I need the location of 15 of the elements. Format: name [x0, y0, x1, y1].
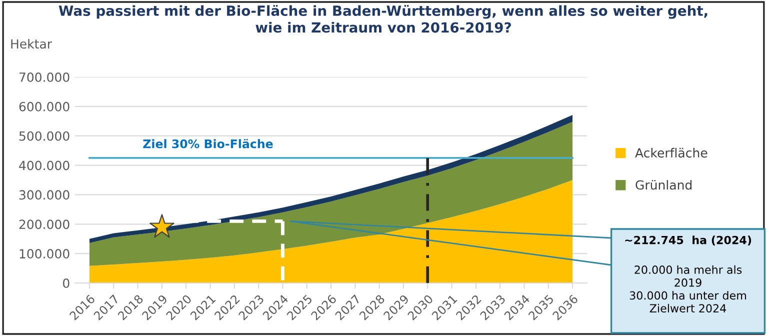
y-tick-label: 0 [63, 278, 70, 288]
y-tick-label: 300.000 [19, 190, 70, 200]
text: ~212.745 ha (2024) [625, 236, 752, 246]
y-tick-label: 400.000 [19, 160, 70, 170]
y-tick-label: 700.000 [19, 72, 70, 82]
legend-label: Grünland [636, 180, 692, 190]
legend-label: Ackerfläche [635, 148, 708, 158]
chart-title: Was passiert mit der Bio-Fläche in Baden-Württemberg, wenn alles so weiter geht, wie im Zeitraum von 2016-2019? [58, 5, 708, 33]
y-tick-label: 200.000 [19, 220, 70, 230]
text: 20.000 ha mehr als 2019 30.000 ha unter dem Zielwert 2024 [630, 265, 746, 313]
y-tick-label: 500.000 [19, 131, 70, 141]
y-tick-label: 600.000 [19, 102, 70, 112]
y-tick-label: 100.000 [20, 249, 70, 258]
ref-line-label: Ziel 30% Bio-Fläche [143, 138, 273, 148]
y-axis-title: Hektar [11, 38, 52, 49]
